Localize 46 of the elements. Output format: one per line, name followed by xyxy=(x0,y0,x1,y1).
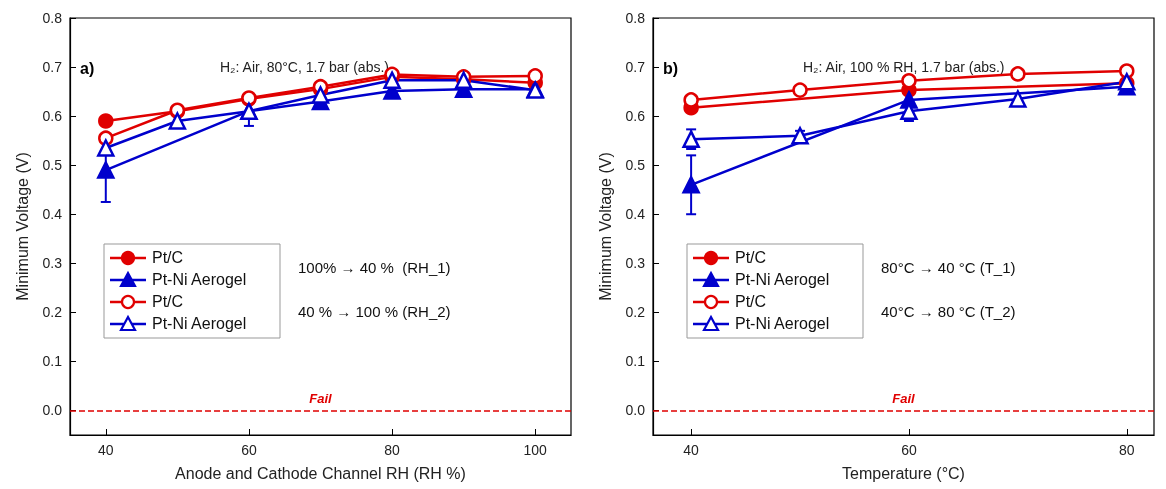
legend-label: Pt/C xyxy=(152,292,184,310)
y-tick-label: 0.4 xyxy=(42,206,63,223)
legend-label: Pt/C xyxy=(152,248,184,266)
x-tick-label: 100 xyxy=(523,442,548,458)
y-tick-label: 0.3 xyxy=(625,255,646,272)
x-tick-label: 60 xyxy=(901,442,917,458)
y-tick-label: 0.6 xyxy=(42,108,63,125)
text: a) xyxy=(80,59,95,77)
y-tick-label: 0.4 xyxy=(625,206,646,223)
text: b) xyxy=(663,59,679,77)
legend-label: Pt/C xyxy=(735,248,767,266)
x-tick-label: 80 xyxy=(384,442,401,458)
y-tick-label: 0.5 xyxy=(42,157,63,174)
legend-label: Pt/C xyxy=(735,292,767,310)
y-tick-label: 0.1 xyxy=(42,353,63,370)
legend-label: Pt-Ni Aerogel xyxy=(735,270,830,288)
legend-label: Pt-Ni Aerogel xyxy=(152,270,247,288)
y-tick-label: 0.1 xyxy=(625,353,646,370)
annotation: 100% → 40 % (RH_1) xyxy=(298,259,451,276)
y-axis-title: Minimum Voltage (V) xyxy=(596,152,614,301)
x-tick-label: 40 xyxy=(98,442,114,458)
x-tick-label: 60 xyxy=(241,442,257,458)
annotation: 40 % → 100 % (RH_2) xyxy=(298,303,451,320)
annotation: 40°C → 80 °C (T_2) xyxy=(881,303,1016,320)
y-tick-label: 0.5 xyxy=(625,157,646,174)
y-tick-label: 0.8 xyxy=(42,10,63,26)
y-tick-label: 0.3 xyxy=(42,255,63,272)
y-tick-label: 0.7 xyxy=(42,59,63,76)
ref-line-label: Fail xyxy=(309,391,333,407)
x-tick-label: 80 xyxy=(1118,442,1135,458)
y-tick-label: 0.2 xyxy=(625,304,646,321)
y-tick-label: 0.6 xyxy=(625,108,646,125)
y-tick-label: 0.7 xyxy=(625,59,646,76)
x-axis-title: Temperature (°C) xyxy=(842,464,965,482)
x-tick-label: 40 xyxy=(683,442,700,458)
ref-line-label: Fail xyxy=(892,391,916,407)
legend-label: Pt-Ni Aerogel xyxy=(152,314,247,332)
x-axis-title: Anode and Cathode Channel RH (RH %) xyxy=(175,464,466,482)
y-tick-label: 0.2 xyxy=(42,304,63,321)
y-tick-label: 0.0 xyxy=(42,402,63,419)
y-tick-label: 0.0 xyxy=(625,402,646,419)
y-axis-title: Minimum Voltage (V) xyxy=(13,152,31,301)
legend-label: Pt-Ni Aerogel xyxy=(735,314,830,332)
annotation: 80°C → 40 °C (T_1) xyxy=(881,259,1016,276)
y-tick-label: 0.8 xyxy=(625,10,646,26)
text: H₂: Air, 100 % RH, 1.7 bar (abs.) xyxy=(803,59,1005,75)
